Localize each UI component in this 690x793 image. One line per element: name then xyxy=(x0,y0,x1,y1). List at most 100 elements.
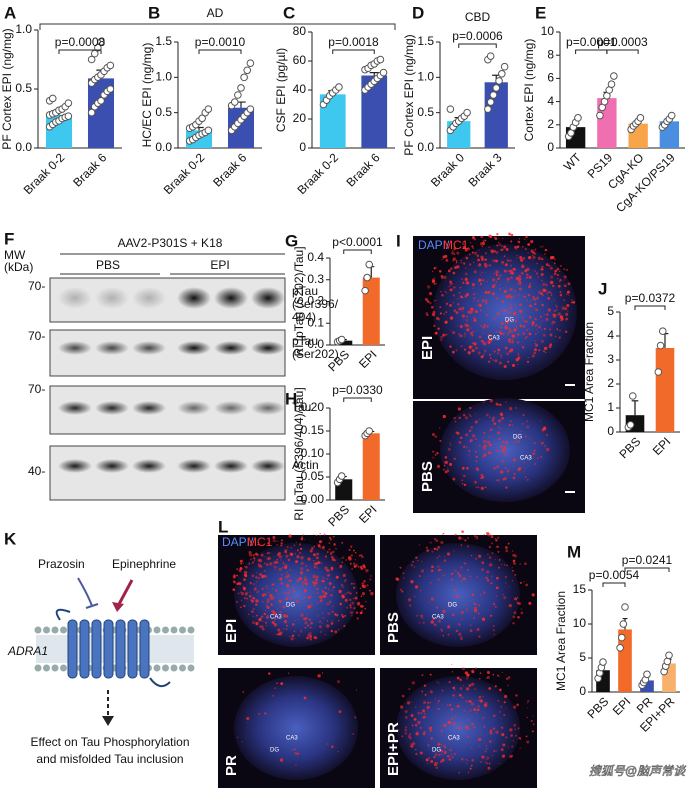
signal xyxy=(495,559,497,561)
signal xyxy=(522,316,524,318)
signal xyxy=(486,670,490,674)
signal xyxy=(522,332,525,335)
signal xyxy=(565,268,569,272)
data-point xyxy=(365,260,374,269)
signal xyxy=(453,588,457,592)
signal xyxy=(505,549,509,553)
signal xyxy=(493,625,495,627)
signal xyxy=(292,749,294,751)
signal xyxy=(484,486,487,489)
signal xyxy=(309,638,313,641)
signal xyxy=(455,261,458,264)
signal xyxy=(472,330,474,333)
signal xyxy=(413,566,416,568)
signal xyxy=(452,260,454,262)
signal xyxy=(244,589,246,592)
signal xyxy=(454,420,457,423)
signal xyxy=(309,549,313,553)
signal xyxy=(546,292,549,295)
signal xyxy=(471,283,475,287)
signal xyxy=(460,635,462,638)
signal xyxy=(460,580,463,582)
signal xyxy=(469,629,473,633)
signal xyxy=(267,552,270,555)
signal xyxy=(356,617,359,620)
signal xyxy=(481,271,484,274)
data-point xyxy=(574,114,582,122)
signal xyxy=(322,623,324,625)
signal xyxy=(491,285,495,289)
signal xyxy=(531,240,534,243)
signal xyxy=(330,629,333,633)
signal xyxy=(436,464,441,468)
signal xyxy=(305,582,309,586)
membrane-core xyxy=(36,635,194,663)
blot-band xyxy=(58,459,92,473)
signal xyxy=(429,582,432,584)
signal xyxy=(516,597,519,599)
signal xyxy=(500,470,504,474)
signal xyxy=(568,294,570,297)
signal xyxy=(526,273,529,277)
signal xyxy=(495,270,499,274)
effect-label: Effect on Tau Phosphorylation xyxy=(31,735,190,749)
signal xyxy=(303,539,306,541)
signal xyxy=(514,319,518,323)
signal xyxy=(544,248,548,252)
y-tick-label: 0.5 xyxy=(15,81,32,95)
signal xyxy=(504,575,508,579)
signal xyxy=(329,538,333,541)
signal xyxy=(512,740,514,742)
signal xyxy=(293,603,295,605)
signal xyxy=(412,742,416,746)
signal-group xyxy=(237,672,358,766)
signal xyxy=(508,328,511,331)
signal xyxy=(511,550,514,552)
drug-label: Prazosin xyxy=(38,557,85,571)
signal xyxy=(458,771,461,774)
signal xyxy=(561,316,564,318)
signal xyxy=(536,457,539,460)
signal xyxy=(559,291,562,294)
signal xyxy=(501,416,505,420)
y-tick-label: 0.0 xyxy=(155,140,172,154)
signal xyxy=(539,455,543,459)
signal xyxy=(534,332,537,336)
signal xyxy=(449,748,453,752)
signal xyxy=(293,544,296,547)
signal xyxy=(276,558,279,561)
signal xyxy=(443,723,447,727)
signal xyxy=(266,606,270,610)
signal xyxy=(316,543,318,545)
signal xyxy=(511,580,513,582)
blot-band xyxy=(95,459,129,473)
signal xyxy=(505,401,507,403)
signal xyxy=(447,269,451,273)
signal xyxy=(526,320,529,323)
data-point xyxy=(619,620,628,628)
signal xyxy=(505,440,509,444)
group-label: EPI xyxy=(210,258,229,272)
signal xyxy=(489,429,492,432)
signal xyxy=(460,259,462,262)
signal xyxy=(431,312,436,317)
y-tick-label: 0.10 xyxy=(301,446,325,460)
signal xyxy=(253,557,256,560)
signal xyxy=(448,738,451,741)
signal xyxy=(523,461,526,463)
x-tick-label: WT xyxy=(561,150,585,174)
signal xyxy=(403,695,406,697)
signal xyxy=(427,762,429,765)
y-tick-label: 0.1 xyxy=(307,315,324,329)
signal xyxy=(465,433,469,437)
region-label: DG xyxy=(432,748,441,754)
signal xyxy=(286,584,290,587)
signal xyxy=(533,351,536,355)
signal xyxy=(425,546,428,549)
signal xyxy=(280,631,283,634)
region-label: DG xyxy=(448,603,457,609)
panel-label: L xyxy=(218,517,228,536)
region-label: CA3 xyxy=(520,456,532,462)
lipid xyxy=(51,664,59,672)
signal xyxy=(506,281,508,284)
